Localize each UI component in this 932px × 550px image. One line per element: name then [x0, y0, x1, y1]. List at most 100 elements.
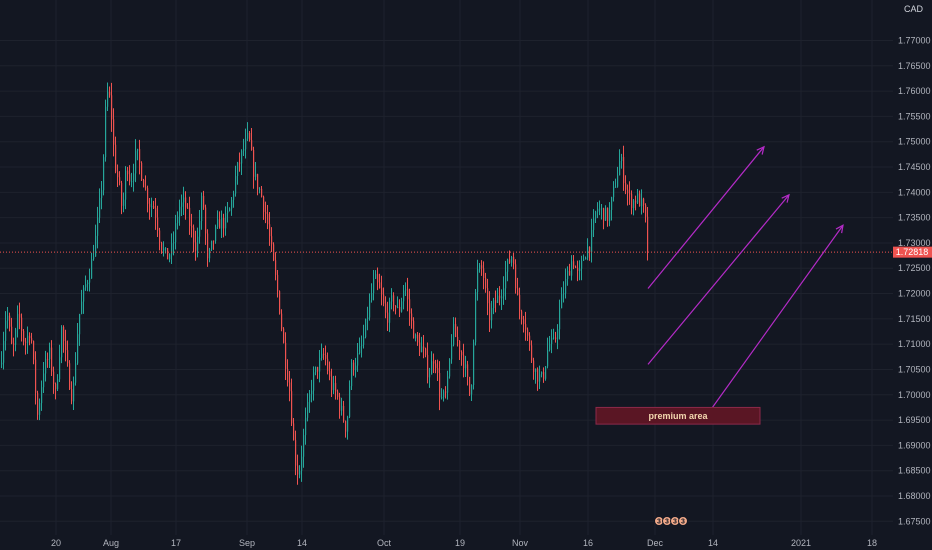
candle-up [89, 278, 91, 283]
candle-up [535, 368, 537, 372]
chart-drawings[interactable]: premium area [595, 145, 844, 425]
candle-up [7, 315, 9, 321]
candle-down [129, 174, 131, 182]
candle-up [367, 317, 369, 319]
candle-down [189, 207, 191, 226]
candle-down [509, 259, 511, 263]
candle-down [119, 177, 121, 184]
candle-down [521, 311, 523, 320]
candle-up [125, 170, 127, 200]
candle-up [259, 188, 261, 190]
candle-down [569, 270, 571, 276]
candle-up [595, 211, 597, 219]
candle-down [411, 313, 413, 321]
candle-up [313, 372, 315, 391]
candle-down [459, 340, 461, 352]
candle-down [293, 423, 295, 441]
candle-down [423, 346, 425, 349]
candle-up [41, 387, 43, 404]
candle-down [383, 294, 385, 304]
candle-down [127, 170, 129, 175]
candle-up [447, 376, 449, 393]
candle-down [517, 288, 519, 295]
candle-up [169, 254, 171, 260]
arrow-head-1 [756, 145, 765, 155]
candle-up [315, 367, 317, 373]
last-price-label: 1.72818 [896, 247, 929, 257]
price-tick-label: 1.74000 [898, 187, 931, 197]
candle-down [533, 360, 535, 372]
candle-down [631, 193, 633, 209]
candle-up [497, 295, 499, 303]
candle-down [19, 314, 21, 318]
candle-down [495, 300, 497, 303]
premium-zone [595, 406, 761, 425]
candle-up [615, 186, 617, 188]
candle-down [523, 319, 525, 325]
candle-up [545, 366, 547, 379]
price-axis[interactable] [893, 0, 932, 535]
candle-up [95, 235, 97, 257]
candle-down [469, 376, 471, 395]
candle-up [197, 236, 199, 251]
candle-up [613, 186, 615, 198]
candle-down [467, 364, 469, 377]
candle-up [641, 198, 643, 207]
price-tick-label: 1.72500 [898, 263, 931, 273]
candle-down [157, 217, 159, 231]
candle-down [489, 303, 491, 321]
candle-down [185, 197, 187, 208]
candle-down [263, 196, 265, 212]
candle-down [195, 242, 197, 251]
candle-up [179, 206, 181, 217]
candle-down [647, 216, 649, 253]
event-marker-label: 3 [681, 519, 685, 526]
candle-up [131, 181, 133, 183]
price-tick-label: 1.76000 [898, 86, 931, 96]
price-tick-label: 1.74500 [898, 162, 931, 172]
candle-up [621, 157, 623, 161]
candle-up [599, 208, 601, 210]
candle-up [309, 394, 311, 402]
candle-down [269, 224, 271, 237]
candle-up [181, 202, 183, 207]
candle-up [245, 138, 247, 150]
candle-up [583, 259, 585, 261]
candle-down [33, 341, 35, 360]
candle-down [295, 440, 297, 466]
candle-up [585, 257, 587, 260]
candle-up [173, 242, 175, 244]
candle-down [275, 260, 277, 275]
price-tick-label: 1.71500 [898, 314, 931, 324]
candle-down [271, 236, 273, 245]
candle-down [387, 312, 389, 323]
candle-up [151, 206, 153, 208]
candle-up [215, 226, 217, 242]
candle-down [69, 363, 71, 390]
candle-up [441, 397, 443, 399]
candle-up [479, 265, 481, 270]
candle-down [277, 274, 279, 292]
candle-down [285, 342, 287, 369]
candle-down [47, 358, 49, 360]
price-tick-label: 1.70000 [898, 390, 931, 400]
candle-up [361, 344, 363, 347]
candle-down [55, 383, 57, 390]
candle-up [591, 229, 593, 253]
candle-down [167, 248, 169, 260]
candle-up [503, 288, 505, 297]
candle-down [395, 305, 397, 308]
price-tick-label: 1.68500 [898, 466, 931, 476]
candle-down [385, 303, 387, 313]
candle-up [477, 269, 479, 293]
price-tick-label: 1.69500 [898, 415, 931, 425]
price-tick-label: 1.69000 [898, 440, 931, 450]
candle-down [51, 347, 53, 372]
candle-down [117, 171, 119, 178]
candle-up [549, 343, 551, 350]
candle-up [83, 287, 85, 302]
candle-down [577, 267, 579, 271]
time-axis[interactable] [0, 535, 932, 550]
